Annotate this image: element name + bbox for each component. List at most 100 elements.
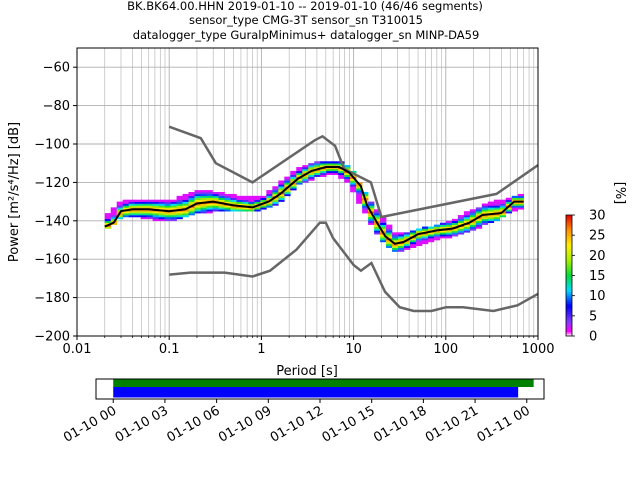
- density-cell: [475, 222, 483, 225]
- density-cell: [380, 236, 387, 239]
- timeline-bar: [113, 387, 519, 398]
- density-cell: [140, 209, 147, 212]
- density-cell: [356, 192, 363, 195]
- density-cell: [344, 176, 351, 179]
- density-cell: [302, 180, 309, 183]
- density-cell: [517, 193, 525, 197]
- density-cell: [469, 222, 477, 225]
- density-cell: [308, 178, 315, 181]
- density-cell: [421, 236, 429, 239]
- density-cell: [224, 193, 231, 197]
- density-cell: [374, 224, 381, 227]
- density-cell: [164, 205, 171, 208]
- colorbar-segment: [566, 301, 572, 305]
- colorbar-segment: [566, 307, 572, 311]
- density-cell: [433, 224, 441, 227]
- density-cell: [104, 215, 112, 218]
- density-cell: [110, 207, 118, 210]
- density-cell: [176, 211, 183, 214]
- density-cell: [182, 201, 189, 204]
- colorbar-segment: [566, 293, 572, 296]
- density-cell: [152, 211, 159, 214]
- density-cell: [176, 213, 183, 216]
- density-cell: [517, 201, 525, 204]
- density-cell: [188, 195, 195, 199]
- density-cell: [104, 218, 112, 222]
- density-cell: [218, 205, 225, 208]
- density-cell: [296, 172, 303, 176]
- density-cell: [224, 201, 231, 204]
- density-cell: [176, 201, 183, 204]
- density-cell: [296, 168, 303, 172]
- density-cell: [206, 199, 213, 202]
- density-cell: [487, 203, 495, 206]
- density-cell: [362, 209, 369, 212]
- density-cell: [212, 207, 219, 210]
- density-cell: [380, 222, 387, 225]
- timeline-bars: [113, 379, 534, 398]
- density-cell: [176, 199, 183, 202]
- density-cell: [463, 228, 471, 231]
- density-cell: [194, 192, 201, 195]
- density-cell: [427, 236, 435, 239]
- density-cell: [356, 193, 363, 197]
- density-cell: [164, 211, 171, 214]
- density-cell: [254, 195, 261, 199]
- density-cell: [356, 195, 363, 199]
- density-cell: [188, 201, 195, 204]
- density-cell: [134, 203, 141, 206]
- density-cell: [362, 211, 369, 214]
- x-axis-ticks: 0.01 0.1 1 10 100 1000: [63, 336, 555, 357]
- density-cell: [457, 230, 465, 233]
- colorbar-label: [%]: [612, 182, 627, 205]
- density-cell: [368, 203, 375, 206]
- density-cell: [374, 232, 381, 235]
- density-cell: [152, 215, 159, 218]
- density-cell: [278, 195, 285, 199]
- density-cell: [344, 165, 351, 168]
- density-cell: [487, 215, 495, 218]
- density-cell: [194, 193, 201, 197]
- colorbar-segment: [566, 217, 572, 220]
- density-cell: [511, 209, 519, 212]
- density-cell: [284, 180, 291, 183]
- density-cell: [469, 228, 477, 231]
- density-cell: [505, 201, 513, 204]
- density-cell: [469, 216, 477, 220]
- density-cell: [481, 222, 489, 225]
- density-cell: [409, 238, 417, 241]
- density-cell: [194, 199, 201, 202]
- density-cell: [134, 209, 141, 212]
- density-cell: [188, 209, 195, 212]
- density-cell: [362, 193, 369, 197]
- density-cell: [302, 170, 309, 174]
- density-cell: [332, 161, 339, 164]
- density-cell: [427, 228, 435, 231]
- density-cell: [380, 220, 387, 224]
- density-cell: [404, 236, 411, 239]
- density-cell: [409, 232, 417, 235]
- density-cell: [134, 213, 141, 216]
- density-cell: [206, 193, 213, 197]
- density-cell: [248, 199, 255, 202]
- density-cell: [332, 163, 339, 166]
- density-cell: [368, 216, 375, 220]
- density-cell: [116, 209, 124, 212]
- y-tick-label: −80: [43, 99, 70, 114]
- density-cell: [517, 203, 525, 206]
- density-cell: [278, 186, 285, 189]
- density-cell: [493, 216, 501, 220]
- density-cell: [134, 205, 141, 208]
- colorbar-segment: [566, 327, 572, 331]
- density-cell: [182, 195, 189, 199]
- density-cell: [457, 215, 465, 218]
- density-cell: [475, 209, 483, 212]
- density-cell: [356, 188, 363, 191]
- density-cell: [326, 167, 333, 170]
- density-cell: [134, 199, 141, 202]
- density-cell: [517, 197, 525, 200]
- density-cell: [104, 222, 112, 225]
- density-cell: [368, 205, 375, 208]
- density-cell: [290, 184, 297, 187]
- density-cell: [128, 215, 135, 218]
